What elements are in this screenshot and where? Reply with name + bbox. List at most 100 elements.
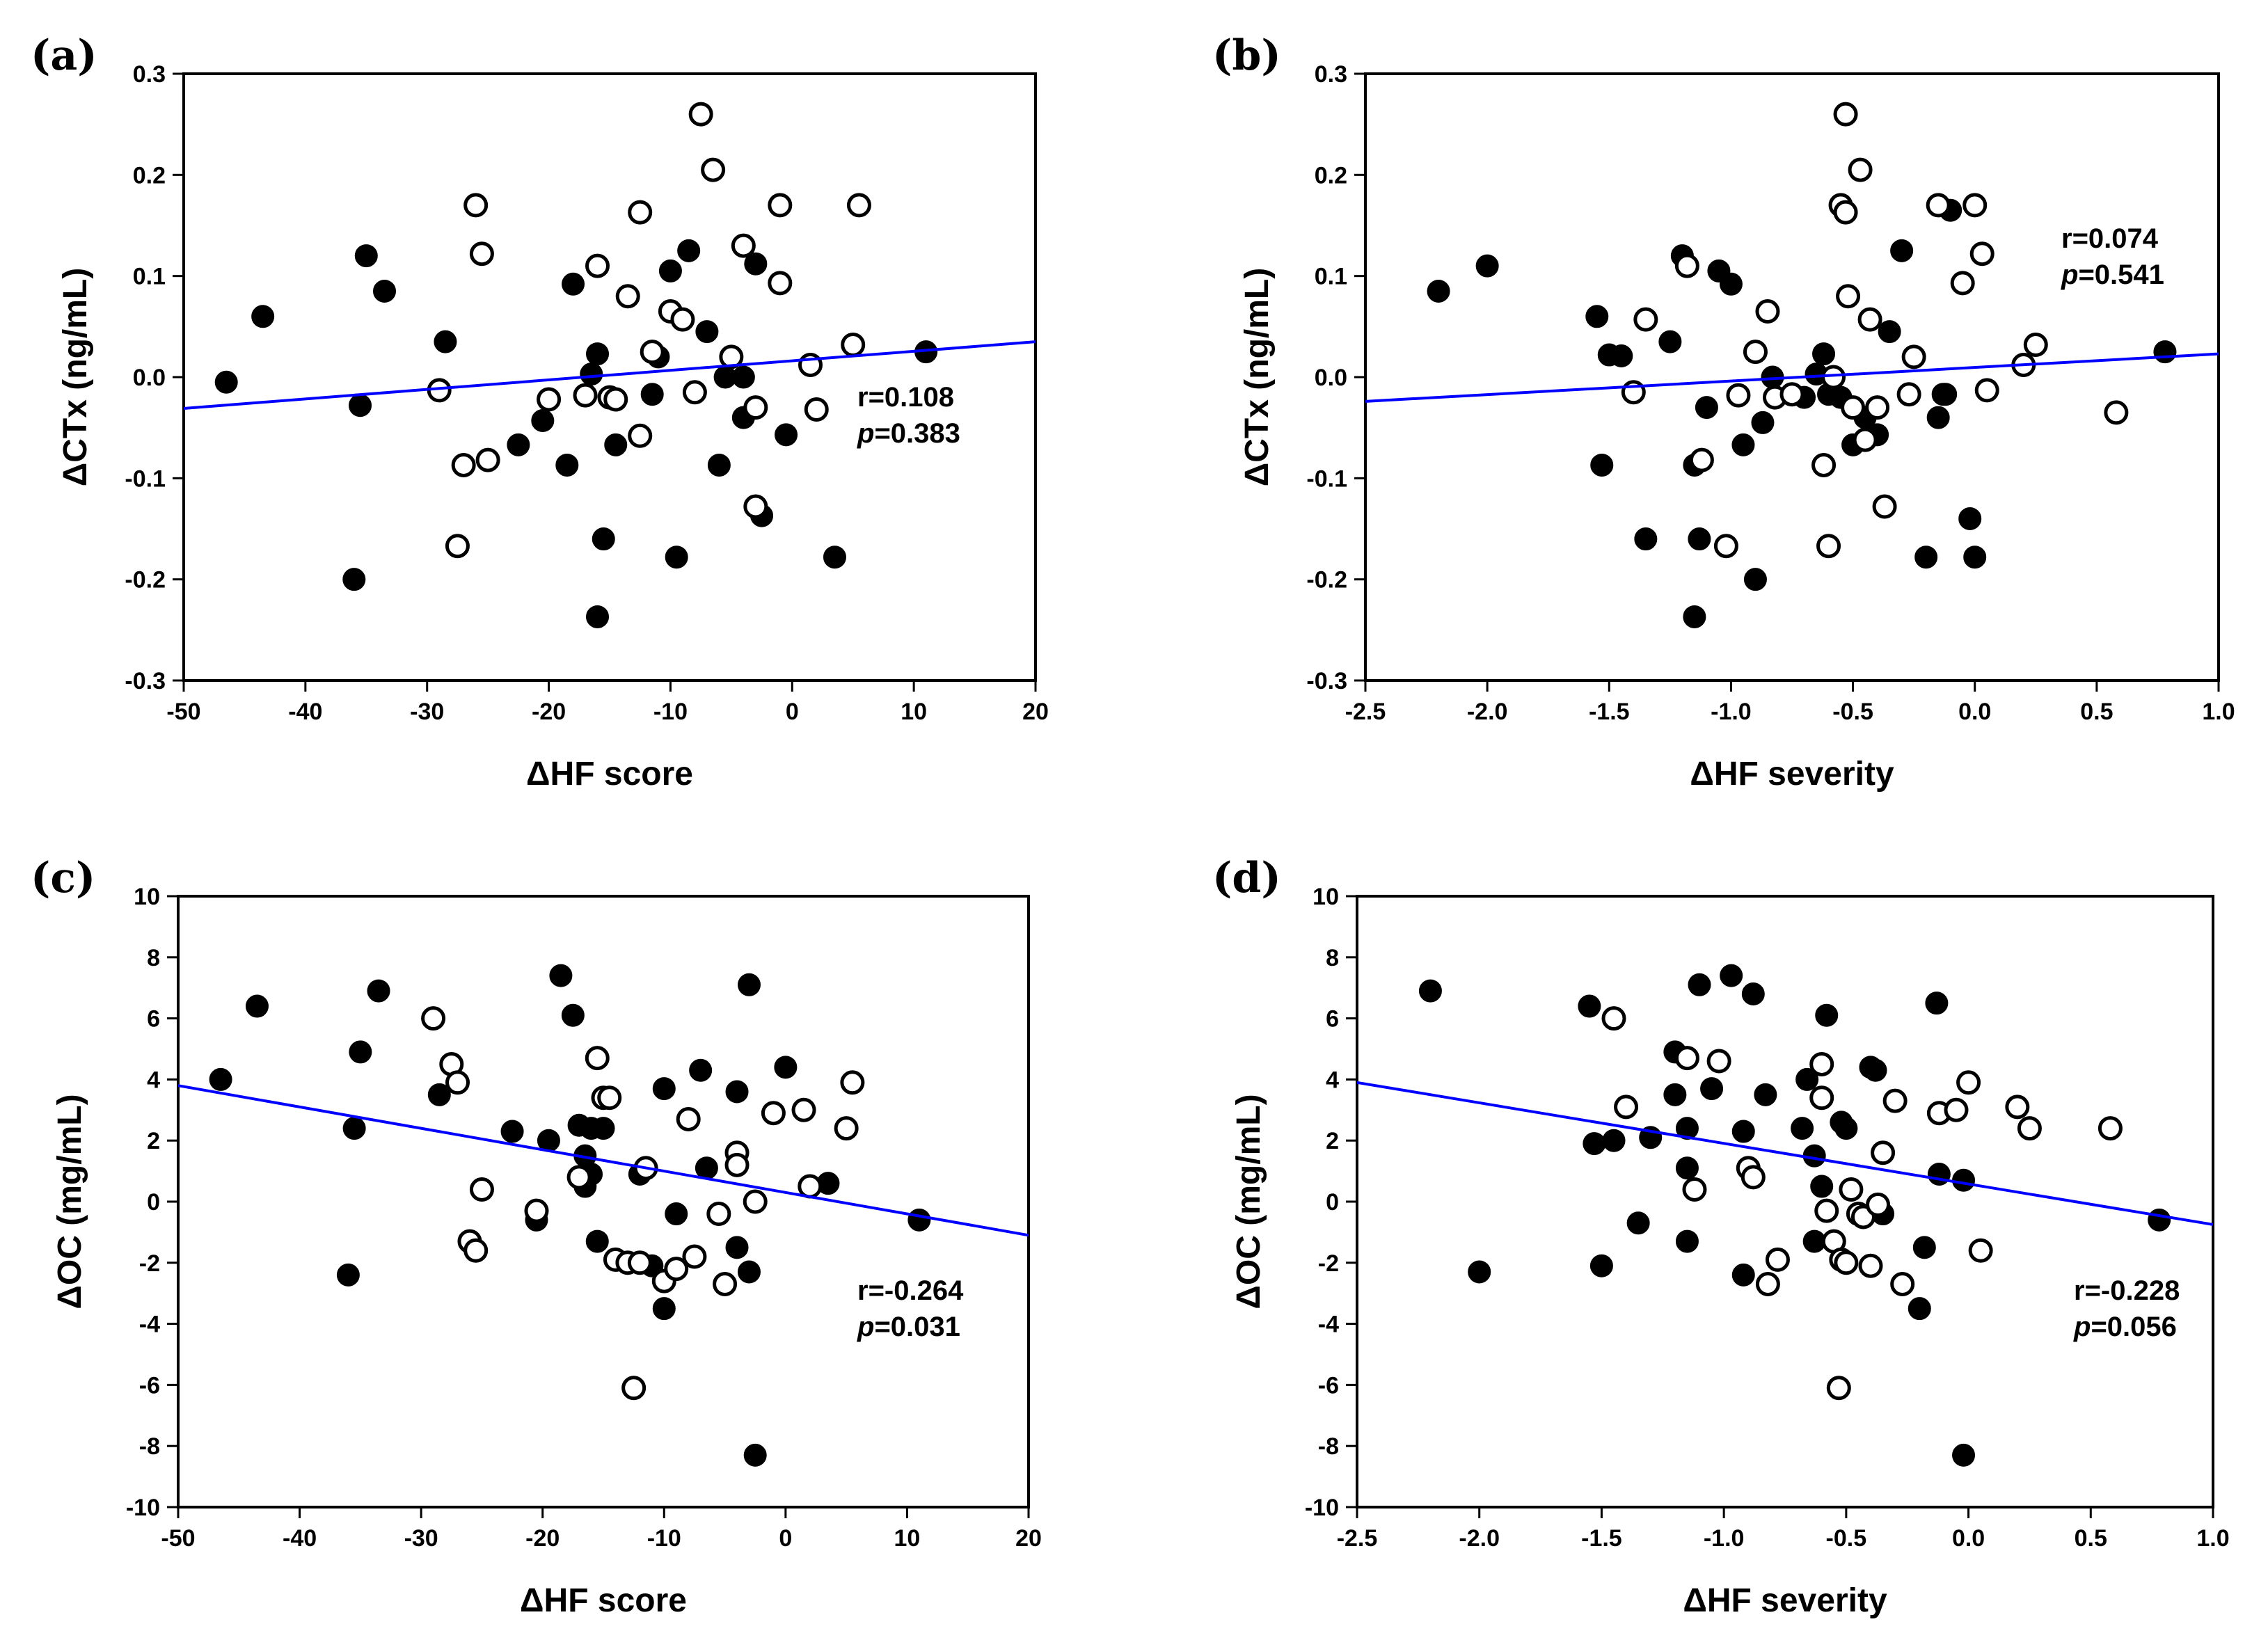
data-point-filled: [774, 1056, 798, 1079]
data-point-filled: [1925, 992, 1949, 1015]
data-point-filled: [1658, 330, 1682, 353]
data-point-open: [1674, 1046, 1699, 1071]
data-point-filled: [1590, 453, 1614, 477]
x-tick-label: 0.5: [2080, 699, 2113, 725]
r-value-label: r=-0.264: [857, 1275, 964, 1306]
data-point-filled: [652, 1077, 676, 1101]
data-point-open: [1834, 1250, 1859, 1275]
data-point-filled: [1791, 1117, 1814, 1140]
x-axis-title: ΔHF severity: [1683, 1582, 1887, 1619]
data-point-open: [664, 1257, 689, 1282]
y-tick-label: -0.1: [125, 465, 166, 492]
data-point-filled: [580, 363, 603, 386]
data-point-open: [1755, 299, 1780, 324]
x-tick-label: -10: [653, 699, 688, 725]
y-tick-label: 2: [1326, 1128, 1339, 1154]
y-tick-label: -6: [139, 1372, 160, 1399]
y-tick-label: 0: [147, 1189, 160, 1216]
y-tick-label: 0.1: [133, 264, 166, 290]
data-point-open: [1814, 1198, 1839, 1223]
regression-line: [183, 340, 1036, 411]
data-point-filled: [1934, 383, 1958, 406]
data-point-open: [1809, 1085, 1834, 1110]
data-point-open: [445, 1070, 470, 1095]
data-point-open: [1765, 1247, 1790, 1272]
x-tick-label: 10: [894, 1525, 921, 1552]
p-value-label: p=0.056: [2073, 1312, 2177, 1342]
data-point-filled: [1963, 546, 1987, 569]
data-point-open: [1821, 365, 1846, 390]
data-point-open: [1755, 1272, 1780, 1297]
data-point-open: [1682, 1177, 1707, 1202]
data-point-filled: [658, 259, 682, 282]
y-tick-label: -2: [139, 1250, 160, 1277]
data-point-open: [1974, 378, 1999, 403]
data-point-open: [1858, 1253, 1883, 1278]
data-point-open: [1713, 534, 1738, 559]
data-point-open: [791, 1097, 816, 1122]
data-point-open: [676, 1106, 701, 1131]
x-tick-label: -2.0: [1459, 1525, 1500, 1552]
data-point-filled: [725, 1080, 749, 1104]
data-point-open: [1901, 344, 1926, 369]
data-point-filled: [562, 272, 585, 296]
x-tick-label: -1.0: [1711, 699, 1752, 725]
chart-panel-d: (d) -2.5 -2.0 -1.5 -1.0 -0.5 0.0 0.5 1.0 -10 -8 -6 -…: [1212, 854, 2230, 1619]
y-tick-label: -6: [1318, 1372, 1339, 1399]
p-symbol: p: [2061, 260, 2078, 290]
data-point-open: [1944, 1097, 1969, 1122]
data-point-open: [1779, 382, 1805, 407]
data-point-open: [701, 157, 726, 182]
data-point-open: [421, 1006, 446, 1031]
y-tick-label: -0.1: [1306, 465, 1347, 492]
data-point-open: [1866, 1192, 1891, 1217]
y-tick-label: 10: [134, 884, 160, 910]
data-point-filled: [1634, 527, 1658, 551]
data-point-filled: [1914, 546, 1938, 569]
y-tick-label: -0.3: [125, 668, 166, 694]
data-point-open: [713, 1272, 738, 1297]
data-point-open: [1633, 307, 1658, 332]
data-point-open: [1740, 1165, 1766, 1190]
p-value: =0.541: [2078, 260, 2164, 290]
data-point-open: [445, 534, 470, 559]
data-point-filled: [1675, 1156, 1699, 1180]
data-point-filled: [1418, 979, 1442, 1003]
data-point-open: [719, 344, 744, 369]
data-point-filled: [1795, 1067, 1819, 1091]
y-tick-label: -2: [1318, 1250, 1339, 1277]
data-point-open: [1614, 1094, 1639, 1120]
data-point-filled: [1864, 1058, 1887, 1082]
y-tick-label: 4: [1326, 1067, 1339, 1093]
x-tick-label: -50: [161, 1525, 195, 1552]
panel-label: (d): [1212, 854, 1281, 902]
x-tick-label: 0.0: [1958, 699, 1991, 725]
data-point-filled: [1585, 305, 1609, 328]
data-point-filled: [373, 279, 397, 303]
y-tick-label: 2: [147, 1128, 160, 1154]
data-point-open: [743, 395, 768, 420]
data-point-filled: [1602, 1129, 1626, 1152]
data-point-filled: [1802, 1229, 1826, 1253]
data-point-open: [463, 1238, 489, 1263]
data-point-filled: [707, 453, 731, 477]
data-point-filled: [434, 330, 457, 353]
y-tick-label: -8: [139, 1433, 160, 1460]
data-point-filled: [555, 453, 579, 477]
x-tick-label: -40: [288, 699, 322, 725]
data-point-open: [1890, 1272, 1915, 1297]
data-point-open: [682, 380, 707, 405]
data-point-open: [603, 387, 628, 412]
data-point-open: [1926, 193, 1951, 218]
data-point-filled: [500, 1120, 524, 1143]
chart-panel-c: (c)-50 -40 -30 -20 -10 0 10 20-10-8-6-4-2024681…: [31, 854, 1042, 1619]
x-tick-label: -30: [410, 699, 444, 725]
data-point-filled: [245, 994, 269, 1018]
regression-line: [1356, 1081, 2214, 1226]
data-point-open: [475, 447, 500, 472]
p-value-label: p=0.383: [857, 418, 960, 449]
y-tick-label: 0.3: [1315, 61, 1347, 88]
data-point-filled: [604, 433, 628, 456]
data-point-filled: [725, 1236, 749, 1259]
x-tick-label: 1.0: [2196, 1525, 2229, 1552]
